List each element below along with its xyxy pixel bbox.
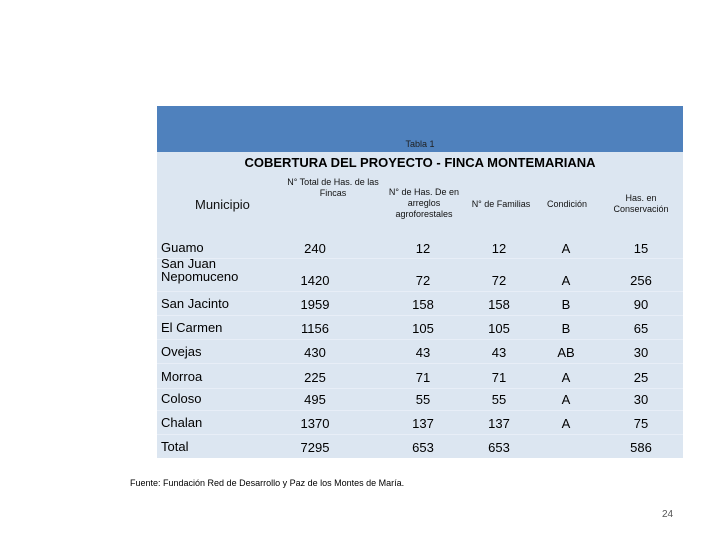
row-conservacion: 75 <box>633 416 649 431</box>
table-title: COBERTURA DEL PROYECTO - FINCA MONTEMARI… <box>244 155 596 170</box>
row-conservacion: 30 <box>633 345 649 360</box>
row-condicion: A <box>561 416 571 431</box>
row-separator <box>157 388 683 389</box>
source-note: Fuente: Fundación Red de Desarrollo y Pa… <box>130 478 405 488</box>
row-familias: 105 <box>488 321 510 336</box>
table-caption: Tabla 1 <box>405 139 435 149</box>
row-municipio: San Jacinto <box>161 296 229 311</box>
row-conservacion: 65 <box>633 321 649 336</box>
row-has-arreglos: 12 <box>415 241 431 256</box>
row-separator <box>157 434 683 435</box>
row-familias: 158 <box>488 297 510 312</box>
column-header-conservacion: Has. en Conservación <box>613 193 669 214</box>
column-header-total-has: N° Total de Has. de las Fincas <box>287 177 379 198</box>
row-separator <box>157 291 683 292</box>
row-municipio: San Juan Nepomuceno <box>161 256 239 284</box>
row-municipio: Coloso <box>161 391 202 406</box>
row-condicion: AB <box>557 345 575 360</box>
column-header-has-arreglos: N° de Has. De en arreglos agroforestales <box>388 187 460 219</box>
row-municipio: Morroa <box>161 369 203 384</box>
row-municipio: Guamo <box>161 240 204 255</box>
row-condicion: A <box>561 392 571 407</box>
row-separator <box>157 339 683 340</box>
row-separator <box>157 410 683 411</box>
row-conservacion: 256 <box>630 273 652 288</box>
row-familias: 72 <box>491 273 507 288</box>
row-has-arreglos: 43 <box>415 345 431 360</box>
row-municipio: Total <box>161 439 189 454</box>
row-separator <box>157 363 683 364</box>
row-separator <box>157 258 683 259</box>
column-header-condicion: Condición <box>546 199 588 209</box>
row-familias: 55 <box>491 392 507 407</box>
row-familias: 137 <box>488 416 510 431</box>
row-total-has: 1370 <box>300 416 330 431</box>
row-municipio: El Carmen <box>161 320 223 335</box>
row-total-has: 1156 <box>301 321 329 336</box>
row-conservacion: 15 <box>633 241 649 256</box>
row-has-arreglos: 55 <box>415 392 431 407</box>
row-total-has: 1420 <box>300 273 330 288</box>
row-condicion: A <box>561 241 571 256</box>
row-total-has: 495 <box>304 392 326 407</box>
row-condicion: B <box>561 321 571 336</box>
row-total-has: 225 <box>304 370 326 385</box>
page-number: 24 <box>662 509 674 520</box>
row-conservacion: 25 <box>633 370 649 385</box>
row-total-has: 7295 <box>300 440 330 455</box>
row-has-arreglos: 653 <box>412 440 434 455</box>
column-header-municipio: Municipio <box>195 197 250 212</box>
row-has-arreglos: 137 <box>412 416 434 431</box>
row-familias: 12 <box>491 241 507 256</box>
row-condicion: B <box>561 297 571 312</box>
row-separator <box>157 315 683 316</box>
row-municipio: Chalan <box>161 415 203 430</box>
row-has-arreglos: 105 <box>412 321 434 336</box>
column-header-familias: N° de Familias <box>471 199 531 209</box>
row-familias: 43 <box>491 345 507 360</box>
row-familias: 71 <box>491 370 507 385</box>
row-condicion: A <box>561 273 571 288</box>
row-total-has: 430 <box>304 345 326 360</box>
row-municipio: Ovejas <box>161 344 202 359</box>
row-has-arreglos: 71 <box>415 370 431 385</box>
row-has-arreglos: 72 <box>415 273 431 288</box>
row-conservacion: 90 <box>633 297 649 312</box>
table-panel: Tabla 1 COBERTURA DEL PROYECTO - FINCA M… <box>157 106 683 458</box>
table-header-band: Tabla 1 <box>157 106 683 152</box>
row-condicion: A <box>561 370 571 385</box>
row-total-has: 240 <box>304 241 326 256</box>
row-familias: 653 <box>488 440 510 455</box>
row-has-arreglos: 158 <box>412 297 434 312</box>
row-conservacion: 30 <box>633 392 649 407</box>
row-conservacion: 586 <box>630 440 652 455</box>
row-total-has: 1959 <box>300 297 330 312</box>
